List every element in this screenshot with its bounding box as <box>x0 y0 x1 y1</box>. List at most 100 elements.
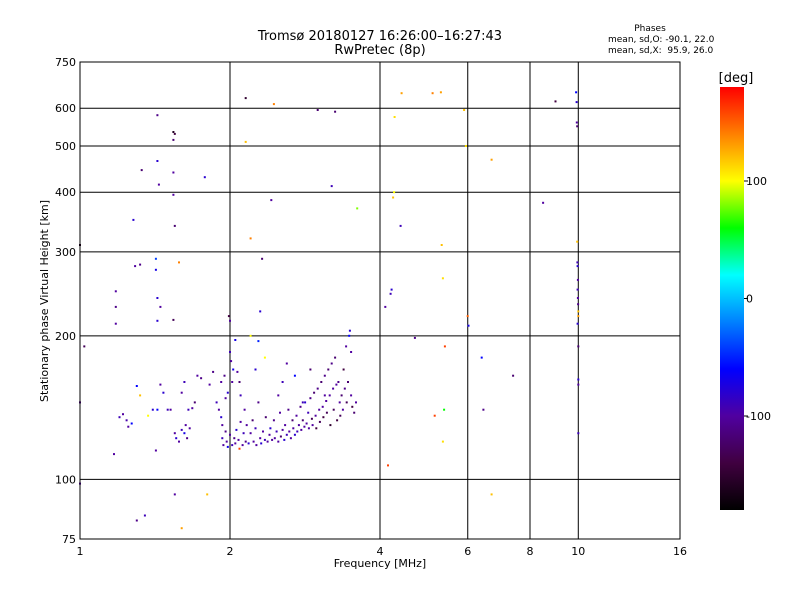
data-point <box>315 427 318 430</box>
data-point <box>480 356 483 359</box>
colorbar-tick-label: 0 <box>746 293 753 306</box>
data-point <box>224 397 227 400</box>
data-point <box>576 288 579 291</box>
data-point <box>249 237 252 240</box>
data-point <box>577 432 580 435</box>
x-tick-label: 6 <box>464 545 471 558</box>
data-point <box>345 401 348 404</box>
data-point <box>187 408 190 411</box>
data-point <box>320 381 323 383</box>
data-point <box>118 416 121 419</box>
data-point <box>114 322 117 325</box>
data-point <box>575 91 578 94</box>
data-point <box>172 131 175 133</box>
data-point <box>231 381 234 383</box>
data-point <box>249 432 252 435</box>
data-point <box>576 261 579 264</box>
colorbar <box>720 87 744 510</box>
y-tick-label: 100 <box>55 473 76 486</box>
data-point <box>441 277 444 280</box>
data-point <box>125 419 128 422</box>
data-point <box>261 257 264 260</box>
y-tick-labels: 75 100 200 300 400 500 600 750 <box>55 56 76 546</box>
data-point <box>576 297 579 299</box>
x-tick-label: 1 <box>77 545 84 558</box>
data-point <box>334 356 337 359</box>
data-point <box>217 408 220 411</box>
data-point <box>463 109 466 111</box>
data-point <box>249 334 252 337</box>
data-point <box>431 92 434 95</box>
data-point <box>311 424 314 427</box>
data-point <box>337 381 340 383</box>
data-point <box>147 414 150 417</box>
data-point <box>188 427 191 430</box>
data-point <box>323 374 326 377</box>
data-point <box>172 318 175 321</box>
y-tick-label: 300 <box>55 246 76 259</box>
data-point <box>297 424 300 427</box>
data-point <box>172 171 175 174</box>
data-point <box>334 110 337 113</box>
data-point <box>347 381 349 383</box>
data-point <box>316 387 319 390</box>
data-point <box>244 97 247 100</box>
data-point <box>235 428 238 431</box>
data-point <box>336 419 339 422</box>
data-point <box>277 440 280 443</box>
data-point <box>345 345 348 348</box>
data-point <box>300 428 303 431</box>
data-point <box>172 193 175 196</box>
data-point <box>466 315 469 318</box>
data-point <box>159 305 162 308</box>
data-point <box>350 351 353 353</box>
data-point <box>314 414 317 417</box>
data-point <box>413 336 416 339</box>
data-point <box>114 305 117 308</box>
data-point <box>245 424 248 427</box>
data-point <box>223 374 226 377</box>
data-point <box>399 224 402 227</box>
data-point <box>263 356 266 359</box>
data-point <box>542 201 545 204</box>
data-point <box>184 424 187 427</box>
data-point <box>157 183 160 186</box>
data-point <box>244 440 247 443</box>
data-point <box>234 442 237 445</box>
data-point <box>554 100 557 103</box>
x-tick-label: 10 <box>571 545 585 558</box>
data-point <box>330 185 333 188</box>
colorbar-tick-label: -100 <box>746 410 771 423</box>
data-point <box>252 440 255 443</box>
x-tick-labels: 1 2 4 6 8 10 16 <box>77 545 688 558</box>
data-point <box>577 315 580 318</box>
data-point <box>576 125 579 128</box>
data-point <box>464 145 467 147</box>
data-point <box>156 408 159 411</box>
data-point <box>135 385 138 387</box>
data-point <box>350 394 353 397</box>
data-point <box>239 394 242 397</box>
data-point <box>226 445 229 448</box>
y-tick-label: 750 <box>55 56 76 69</box>
data-point <box>226 391 229 394</box>
data-point <box>443 345 446 348</box>
data-point <box>260 442 263 445</box>
data-point <box>284 424 287 427</box>
data-point <box>318 420 321 423</box>
data-point <box>482 408 485 411</box>
data-point <box>387 464 389 467</box>
data-point <box>332 387 335 390</box>
data-point <box>576 322 579 325</box>
data-point <box>266 440 269 443</box>
data-point <box>305 422 308 425</box>
data-point <box>178 440 180 443</box>
data-point <box>575 121 578 124</box>
data-point <box>325 400 328 402</box>
data-point <box>293 433 296 436</box>
data-point <box>271 438 274 441</box>
data-point <box>351 405 354 408</box>
data-point <box>237 438 240 441</box>
y-tick-label: 75 <box>62 533 76 546</box>
